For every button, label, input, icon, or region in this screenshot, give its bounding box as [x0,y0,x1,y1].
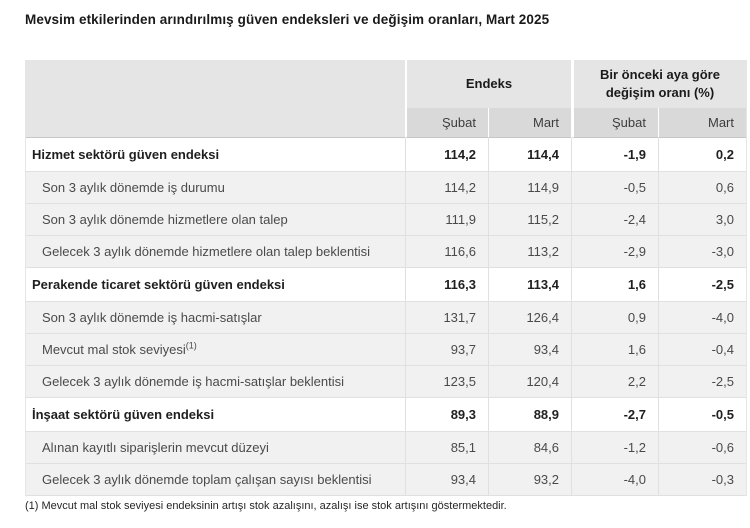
subheader-endeks-subat: Şubat [405,108,488,138]
row-label: Hizmet sektörü güven endeksi [26,138,405,172]
cell-value: -2,5 [658,268,746,302]
cell-value: -0,6 [658,432,746,464]
cell-value: 113,4 [488,268,571,302]
cell-value: 116,6 [405,236,488,268]
cell-value: 115,2 [488,204,571,236]
cell-value: 0,2 [658,138,746,172]
subheader-change-mart: Mart [658,108,746,138]
cell-value: 116,3 [405,268,488,302]
confidence-index-table: Endeks Bir önceki aya göre değişim oranı… [25,60,747,496]
cell-value: -0,4 [658,334,746,366]
cell-value: 114,2 [405,138,488,172]
cell-value: -0,5 [571,172,658,204]
row-label: Son 3 aylık dönemde iş hacmi-satışlar [26,302,405,334]
cell-value: 84,6 [488,432,571,464]
cell-value: -1,2 [571,432,658,464]
row-label: Son 3 aylık dönemde iş durumu [26,172,405,204]
row-label: Gelecek 3 aylık dönemde iş hacmi-satışla… [26,366,405,398]
cell-value: -2,9 [571,236,658,268]
row-label: Perakende ticaret sektörü güven endeksi [26,268,405,302]
header-group-row: Endeks Bir önceki aya göre değişim oranı… [26,60,746,138]
cell-value: 126,4 [488,302,571,334]
column-group-change: Bir önceki aya göre değişim oranı (%) [571,60,746,108]
row-label: Mevcut mal stok seviyesi(1) [26,334,405,366]
table-row: Son 3 aylık dönemde iş durumu 114,2 114,… [26,172,746,204]
data-table: Endeks Bir önceki aya göre değişim oranı… [25,60,747,496]
table-row: Son 3 aylık dönemde iş hacmi-satışlar 13… [26,302,746,334]
cell-value: 114,9 [488,172,571,204]
cell-value: 0,6 [658,172,746,204]
cell-value: 3,0 [658,204,746,236]
table-row: Son 3 aylık dönemde hizmetlere olan tale… [26,204,746,236]
cell-value: 93,7 [405,334,488,366]
cell-value: 89,3 [405,398,488,432]
table-row: Gelecek 3 aylık dönemde toplam çalışan s… [26,464,746,496]
column-group-endeks: Endeks [405,60,571,108]
header-month-row: Şubat Mart Şubat Mart [26,108,746,138]
cell-value: 113,2 [488,236,571,268]
table-body: Hizmet sektörü güven endeksi 114,2 114,4… [26,138,746,496]
subheader-endeks-mart: Mart [488,108,571,138]
cell-value: -4,0 [658,302,746,334]
footnote-reference: (1) [185,340,197,351]
table-row-perakende: Perakende ticaret sektörü güven endeksi … [26,268,746,302]
cell-value: -2,4 [571,204,658,236]
cell-value: 0,9 [571,302,658,334]
cell-value: 131,7 [405,302,488,334]
table-row-insaat: İnşaat sektörü güven endeksi 89,3 88,9 -… [26,398,746,432]
cell-value: 93,2 [488,464,571,496]
page-title: Mevsim etkilerinden arındırılmış güven e… [25,12,550,27]
cell-value: 93,4 [488,334,571,366]
subheader-change-subat: Şubat [571,108,658,138]
cell-value: 120,4 [488,366,571,398]
cell-value: -3,0 [658,236,746,268]
row-label: Son 3 aylık dönemde hizmetlere olan tale… [26,204,405,236]
cell-value: 2,2 [571,366,658,398]
cell-value: 111,9 [405,204,488,236]
row-label-text: Mevcut mal stok seviyesi [42,342,186,357]
cell-value: -0,5 [658,398,746,432]
cell-value: 1,6 [571,268,658,302]
row-label: Gelecek 3 aylık dönemde toplam çalışan s… [26,464,405,496]
cell-value: -2,7 [571,398,658,432]
table-row-hizmet: Hizmet sektörü güven endeksi 114,2 114,4… [26,138,746,172]
row-label: İnşaat sektörü güven endeksi [26,398,405,432]
cell-value: 85,1 [405,432,488,464]
cell-value: 114,4 [488,138,571,172]
cell-value: -0,3 [658,464,746,496]
cell-value: -2,5 [658,366,746,398]
table-row: Mevcut mal stok seviyesi(1) 93,7 93,4 1,… [26,334,746,366]
cell-value: 1,6 [571,334,658,366]
row-label: Alınan kayıtlı siparişlerin mevcut düzey… [26,432,405,464]
cell-value: 114,2 [405,172,488,204]
cell-value: -1,9 [571,138,658,172]
table-header: Endeks Bir önceki aya göre değişim oranı… [26,60,746,138]
table-row: Gelecek 3 aylık dönemde iş hacmi-satışla… [26,366,746,398]
row-label: Gelecek 3 aylık dönemde hizmetlere olan … [26,236,405,268]
table-row: Alınan kayıtlı siparişlerin mevcut düzey… [26,432,746,464]
cell-value: 123,5 [405,366,488,398]
cell-value: -4,0 [571,464,658,496]
cell-value: 93,4 [405,464,488,496]
corner-cell [26,60,405,138]
footnote: (1) Mevcut mal stok seviyesi endeksinin … [25,500,507,512]
table-row: Gelecek 3 aylık dönemde hizmetlere olan … [26,236,746,268]
cell-value: 88,9 [488,398,571,432]
